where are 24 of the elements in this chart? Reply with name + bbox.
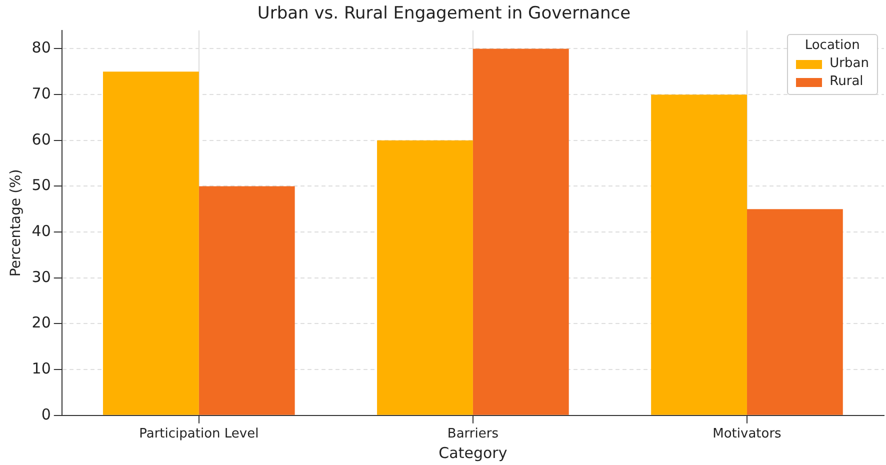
y-tick-label: 50 — [32, 176, 51, 194]
bar — [377, 140, 473, 415]
legend-label: Urban — [830, 55, 869, 74]
legend-title: Location — [804, 38, 861, 54]
y-tick-label: 40 — [32, 222, 51, 240]
bar — [651, 94, 747, 415]
x-tick-label: Barriers — [447, 426, 499, 442]
y-tick-label: 80 — [32, 38, 51, 57]
y-tick-label: 70 — [32, 84, 51, 102]
y-tick-label: 0 — [41, 405, 51, 424]
y-tick-label: 30 — [32, 268, 51, 286]
chart-title: Urban vs. Rural Engagement in Governance — [257, 4, 631, 24]
bar — [746, 209, 843, 415]
y-axis-title: Percentage (%) — [8, 169, 24, 277]
bar — [472, 48, 569, 415]
bar — [102, 72, 199, 415]
y-tick-label: 20 — [32, 314, 51, 332]
y-tick-label: 10 — [32, 359, 51, 378]
x-tick-label: Participation Level — [139, 426, 259, 442]
legend-label: Rural — [830, 73, 864, 92]
x-axis-title: Category — [438, 444, 508, 462]
y-tick-label: 60 — [32, 130, 51, 148]
bar — [198, 186, 295, 415]
x-tick-label: Motivators — [712, 426, 782, 442]
